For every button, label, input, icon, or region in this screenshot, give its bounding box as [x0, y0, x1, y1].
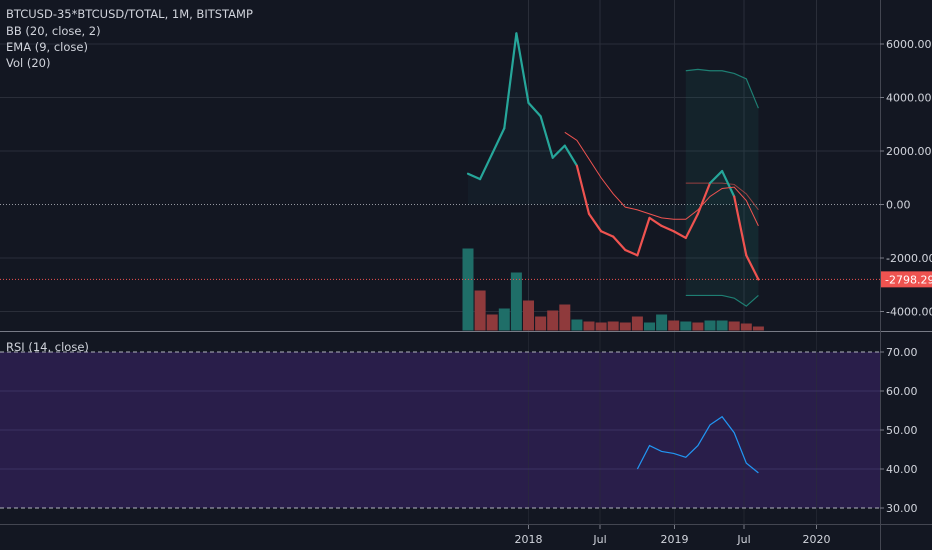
volume-bar	[498, 308, 510, 331]
volume-bar	[607, 321, 619, 331]
price-line-segment	[515, 32, 530, 104]
price-line-segment	[599, 230, 615, 238]
price-tick-label: 6000.00	[886, 38, 932, 51]
bb-legend[interactable]: BB (20, close, 2)	[6, 24, 101, 38]
rsi-line	[636, 415, 759, 474]
volume-bar	[631, 316, 643, 331]
volume-bar	[668, 320, 680, 331]
bollinger-band-fill	[685, 69, 759, 307]
time-tick-label: 2018	[515, 533, 543, 546]
current-price-tag-label: -2798.29	[885, 273, 932, 286]
symbol-legend[interactable]: BTCUSD-35*BTCUSD/TOTAL, 1M, BITSTAMP	[6, 7, 253, 21]
time-tick-label: 2019	[661, 533, 689, 546]
rsi-tick-label: 60.00	[886, 385, 918, 398]
price-line-segment	[575, 164, 591, 215]
volume-bar	[571, 319, 583, 331]
price-line-segment	[563, 144, 579, 167]
price-line-segment	[636, 216, 651, 257]
vol-legend[interactable]: Vol (20)	[6, 56, 51, 70]
price-tick-label: -2000.00	[886, 252, 932, 265]
price-line-segment	[479, 152, 494, 181]
rsi-tick-label: 40.00	[886, 463, 918, 476]
volume-bar	[559, 304, 571, 331]
volume-bar	[583, 321, 595, 331]
volume-bar	[535, 316, 547, 331]
volume-bar	[474, 290, 486, 331]
price-line-segment	[720, 169, 736, 198]
volume-bar	[704, 320, 716, 331]
price-line-segment	[466, 172, 482, 181]
price-line-segment	[672, 230, 687, 240]
price-tick-label: 2000.00	[886, 145, 932, 158]
volume-bar	[752, 326, 764, 331]
price-line-segment	[587, 212, 603, 233]
volume-bar	[716, 320, 728, 331]
rsi-tick-label: 70.00	[886, 346, 918, 359]
ema-line	[564, 131, 759, 227]
price-line-segment	[648, 216, 663, 227]
volume-bar	[644, 322, 655, 331]
price-tick-label: -4000.00	[886, 306, 932, 319]
price-line-segment	[551, 144, 566, 159]
rsi-legend[interactable]: RSI (14, close)	[6, 340, 89, 354]
volume-bar	[656, 314, 668, 331]
price-line-segment	[624, 248, 639, 257]
time-tick-label: 2020	[803, 533, 831, 546]
bollinger-upper-line	[685, 68, 759, 109]
price-line-segment	[696, 182, 712, 215]
ema-legend[interactable]: EMA (9, close)	[6, 40, 88, 54]
price-line-segment	[612, 235, 627, 252]
volume-bar	[462, 248, 474, 331]
time-tick-label: Jul	[736, 533, 750, 546]
volume-bar	[692, 322, 704, 331]
price-area-fill	[468, 33, 759, 280]
price-line-segment	[733, 195, 748, 257]
bollinger-lower-line	[685, 294, 759, 307]
current-price-tag	[881, 271, 932, 288]
volume-bar	[523, 300, 534, 331]
volume-bar	[740, 323, 752, 331]
price-tick-label: 0.00	[886, 199, 911, 212]
price-line-segment	[745, 254, 760, 281]
rsi-tick-label: 50.00	[886, 424, 918, 437]
volume-bar	[486, 314, 498, 331]
rsi-tick-label: 30.00	[886, 502, 918, 515]
price-line-segment	[684, 212, 700, 240]
volume-bar	[510, 272, 522, 331]
volume-bar	[680, 321, 692, 331]
price-line-segment	[491, 127, 506, 155]
price-line-segment	[539, 115, 554, 159]
time-tick-label: Jul	[592, 533, 606, 546]
price-tick-label: 4000.00	[886, 92, 932, 105]
price-line-segment	[527, 101, 542, 118]
volume-bar	[595, 322, 607, 331]
volume-bar	[547, 310, 559, 331]
price-line-segment	[660, 224, 675, 233]
price-line-segment	[503, 32, 518, 130]
volume-bar	[728, 321, 740, 331]
price-line-segment	[708, 169, 724, 185]
volume-bar	[619, 322, 631, 331]
bollinger-basis-line	[685, 182, 759, 211]
